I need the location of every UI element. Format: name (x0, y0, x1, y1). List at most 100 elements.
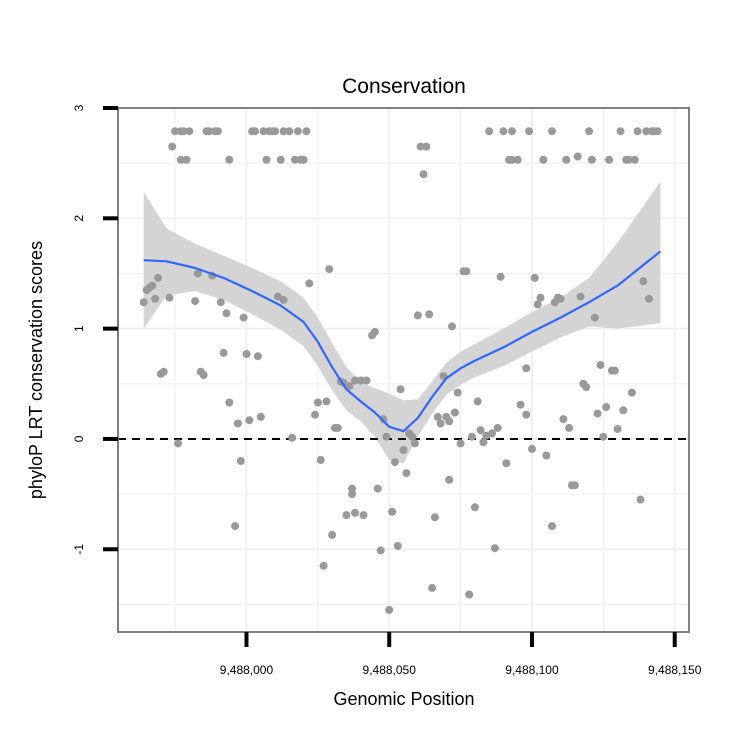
data-point (168, 142, 177, 151)
data-point (422, 142, 431, 151)
data-point (605, 155, 614, 164)
panel-border (117, 107, 690, 633)
data-point (602, 403, 611, 411)
y-tick-label: 2 (72, 215, 86, 222)
data-point (271, 127, 279, 136)
data-point (445, 475, 454, 484)
data-point (539, 155, 548, 164)
data-point (653, 127, 662, 136)
data-point (213, 127, 222, 136)
data-point (199, 371, 208, 379)
data-point (351, 376, 359, 385)
data-point (399, 446, 408, 454)
x-axis-title: Genomic Position (333, 689, 474, 709)
data-point (436, 419, 445, 428)
data-point (185, 127, 194, 136)
data-point (239, 313, 248, 322)
data-point (299, 155, 308, 164)
data-point (502, 459, 511, 468)
data-point (379, 415, 388, 424)
data-point (139, 298, 148, 307)
data-point (288, 433, 297, 442)
data-point (473, 397, 482, 406)
data-point (616, 127, 625, 136)
data-point (253, 352, 262, 361)
x-tick-label: 9,488,100 (505, 663, 559, 677)
data-point (476, 426, 485, 435)
data-point (636, 495, 645, 504)
data-point (345, 382, 354, 390)
data-point (205, 127, 214, 136)
data-point (328, 530, 337, 539)
smooth-line (143, 250, 662, 433)
y-tick-label: 1 (72, 325, 86, 332)
data-point (222, 309, 231, 318)
data-point (585, 127, 594, 136)
data-point (590, 313, 599, 322)
data-point (291, 155, 299, 164)
data-point (351, 508, 359, 517)
data-point (576, 292, 585, 301)
data-point (325, 265, 334, 274)
data-point (425, 310, 434, 319)
data-point (479, 438, 488, 447)
data-point (639, 277, 648, 286)
data-point (582, 383, 591, 392)
data-point (231, 522, 240, 531)
data-point (530, 273, 539, 282)
data-point (174, 439, 182, 448)
x-tick-label: 9,488,000 (220, 663, 274, 677)
axes: 9,488,000 9,488,050 9,488,100 9,488,150 -1 0 1… (72, 104, 702, 677)
data-point (311, 410, 319, 419)
x-tick-label: 9,488,150 (648, 663, 702, 677)
data-point (251, 127, 259, 136)
data-point (468, 432, 476, 441)
data-point (373, 484, 382, 493)
data-point (148, 281, 157, 290)
y-axis-title: phyloP LRT conservation scores (26, 241, 46, 499)
data-point (390, 458, 399, 467)
data-point (279, 127, 288, 136)
data-point (191, 297, 200, 306)
data-point (448, 322, 456, 331)
data-point (596, 361, 605, 369)
data-point (410, 439, 419, 448)
data-point (176, 155, 185, 164)
data-point (179, 127, 188, 136)
data-point (396, 385, 405, 394)
data-point (151, 294, 160, 303)
data-point (513, 155, 522, 164)
data-point (445, 417, 454, 426)
data-point (216, 298, 225, 307)
data-point (542, 451, 551, 460)
confidence-band (143, 181, 661, 464)
data-point (599, 432, 608, 441)
data-point (356, 376, 365, 385)
data-point (416, 142, 425, 151)
data-point (165, 293, 174, 302)
x-tick-label: 9,488,050 (363, 663, 417, 677)
data-point (559, 415, 568, 424)
data-point (453, 388, 462, 397)
data-point (613, 425, 622, 433)
confidence-band-group (143, 181, 661, 464)
data-point (488, 429, 496, 438)
data-point (385, 605, 394, 614)
data-point (159, 367, 168, 376)
data-point (587, 155, 596, 164)
data-point (570, 481, 579, 490)
data-point (402, 469, 411, 478)
data-point (610, 366, 619, 375)
data-point (499, 127, 508, 136)
smooth-line-group (143, 250, 662, 433)
data-point (508, 127, 516, 136)
data-point (393, 542, 402, 550)
y-tick-label: 3 (72, 104, 86, 111)
data-point (193, 269, 202, 278)
data-point (348, 490, 357, 499)
data-point (556, 294, 565, 303)
data-point (342, 511, 351, 520)
data-point (285, 127, 294, 136)
data-point (627, 388, 636, 397)
data-point (322, 397, 331, 406)
